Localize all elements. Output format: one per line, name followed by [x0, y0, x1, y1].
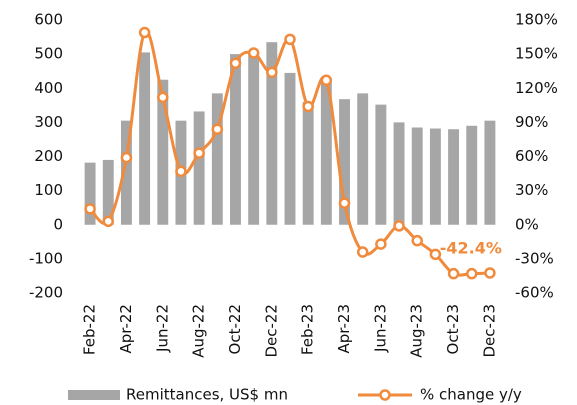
x-tick-label: Oct-22 — [226, 304, 244, 354]
y2-tick-label: 120% — [515, 79, 558, 97]
y-tick-label: 0 — [53, 215, 63, 233]
legend-swatch — [68, 390, 120, 400]
line-marker — [102, 215, 115, 228]
x-tick-label: Dec-22 — [262, 304, 280, 358]
bar — [448, 129, 460, 225]
line-marker — [356, 246, 369, 258]
line-marker — [484, 267, 496, 279]
legend-label: Remittances, US$ mn — [126, 386, 288, 404]
bar — [393, 122, 405, 225]
data-label: -42.4% — [440, 238, 502, 257]
y-tick-label: -200 — [29, 284, 63, 302]
bar — [284, 72, 296, 225]
x-tick-label: Feb-23 — [299, 304, 317, 355]
line-marker — [447, 267, 460, 280]
legend-swatch — [379, 389, 391, 401]
x-tick-label: Jun-22 — [153, 304, 171, 353]
line-marker — [266, 66, 278, 79]
x-tick-label: Aug-23 — [408, 304, 426, 358]
line-marker — [320, 74, 333, 87]
y2-tick-label: -60% — [515, 284, 554, 302]
bar — [230, 54, 241, 225]
y-tick-label: 300 — [34, 113, 63, 131]
line-marker — [229, 57, 242, 69]
y2-tick-label: 60% — [515, 147, 548, 165]
x-tick-label: Apr-23 — [335, 304, 353, 354]
line-marker — [193, 147, 205, 159]
line-marker — [247, 47, 260, 59]
legend-label: % change y/y — [420, 386, 522, 404]
bar — [248, 52, 260, 225]
x-tick-label: Apr-22 — [117, 304, 135, 354]
line-marker — [284, 33, 296, 46]
line-marker — [302, 100, 314, 113]
line-marker — [211, 123, 224, 135]
bar — [193, 111, 205, 225]
y-tick-label: 200 — [34, 147, 63, 165]
bar — [429, 128, 441, 225]
bar — [139, 52, 151, 225]
line-marker — [157, 91, 169, 104]
y-tick-label: 400 — [34, 79, 63, 97]
line-marker — [84, 203, 96, 215]
bar — [339, 99, 350, 225]
x-tick-label: Feb-22 — [81, 304, 99, 355]
x-tick-label: Oct-23 — [444, 304, 462, 354]
bar — [357, 93, 369, 225]
bar — [320, 81, 332, 225]
bar — [120, 120, 132, 225]
line-marker — [465, 267, 478, 280]
y-tick-label: 100 — [34, 181, 63, 199]
bar — [157, 79, 169, 225]
bar — [375, 104, 387, 225]
y2-tick-label: 180% — [515, 11, 558, 29]
bar — [211, 93, 223, 225]
bar — [102, 159, 114, 225]
x-tick-label: Dec-23 — [480, 304, 498, 358]
y-tick-label: -100 — [29, 249, 63, 267]
line-marker — [120, 151, 133, 164]
y-tick-label: 600 — [34, 11, 63, 29]
bar — [466, 125, 478, 225]
x-tick-label: Jun-23 — [371, 304, 389, 353]
line-marker — [393, 220, 405, 232]
y2-tick-label: -30% — [515, 249, 554, 267]
line-marker — [175, 165, 187, 178]
line-marker — [411, 234, 423, 247]
y-tick-label: 500 — [34, 45, 63, 63]
bar — [266, 42, 278, 225]
line-marker — [138, 26, 151, 39]
y2-tick-label: 30% — [515, 181, 548, 199]
y2-tick-label: 150% — [515, 45, 558, 63]
line-marker — [375, 238, 387, 250]
bar — [84, 162, 96, 225]
bar — [484, 120, 496, 225]
bar — [411, 127, 423, 225]
y2-tick-label: 0% — [515, 215, 539, 233]
x-tick-label: Aug-22 — [190, 304, 208, 358]
bar — [302, 101, 314, 225]
line-marker — [338, 197, 351, 209]
y2-tick-label: 90% — [515, 113, 548, 131]
line-marker — [429, 248, 442, 261]
